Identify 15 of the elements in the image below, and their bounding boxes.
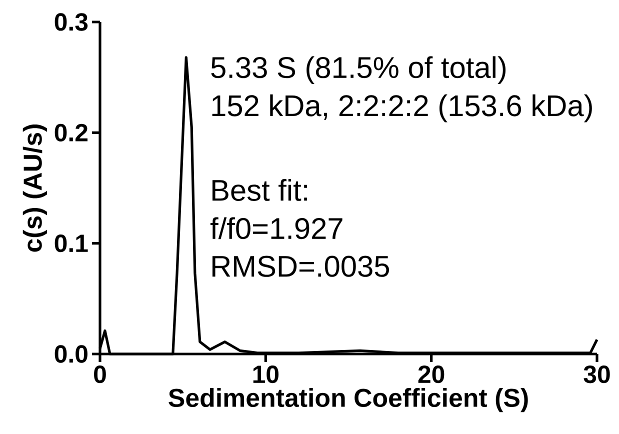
y-axis-title: c(s) (AU/s) bbox=[22, 124, 48, 252]
annotation: 5.33 S (81.5% of total) bbox=[211, 56, 506, 84]
annotation: RMSD=.0035 bbox=[212, 256, 390, 277]
x-tick-label: 30 bbox=[584, 366, 610, 384]
y-tick-label: 0.1 bbox=[54, 234, 88, 252]
annotation: Best fit: bbox=[212, 179, 307, 201]
y-tick-label: 0.0 bbox=[54, 345, 88, 363]
y-tick-label: 0.3 bbox=[54, 13, 88, 31]
x-tick-label: 0 bbox=[94, 366, 106, 384]
x-axis-title: Sedimentation Coefficient (S) bbox=[168, 388, 528, 412]
x-tick-label: 10 bbox=[253, 366, 278, 384]
y-tick-label: 0.2 bbox=[54, 124, 88, 142]
annotation: 152 kDa, 2:2:2:2 (153.6 kDa) bbox=[212, 94, 592, 122]
annotation: f/f0=1.927 bbox=[210, 217, 342, 240]
x-tick-label: 20 bbox=[418, 366, 444, 384]
